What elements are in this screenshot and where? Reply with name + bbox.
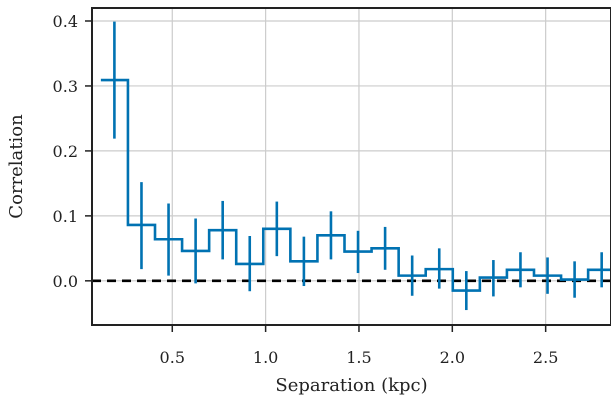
- series-step-line: [100, 78, 611, 292]
- x-tick-label: 2.0: [440, 348, 465, 367]
- ticks: 0.5 1.0 1.5 2.0 2.5 0.0 0.1 0.2 0.3 0.4: [53, 12, 559, 367]
- y-tick-label: 0.3: [53, 77, 78, 96]
- x-axis-label: Separation (kpc): [275, 375, 427, 396]
- x-tick-label: 2.5: [533, 348, 558, 367]
- x-tick-label: 0.5: [160, 348, 185, 367]
- y-tick-label: 0.4: [53, 12, 78, 31]
- y-axis-label: Correlation: [6, 114, 27, 219]
- grid: [92, 8, 611, 325]
- plot-frame: [91, 7, 611, 326]
- y-tick-label: 0.1: [53, 207, 78, 226]
- y-tick-label: 0.0: [53, 272, 78, 291]
- series-layer: [100, 21, 611, 311]
- y-tick-label: 0.2: [53, 142, 78, 161]
- x-tick-label: 1.0: [253, 348, 278, 367]
- x-tick-label: 1.5: [346, 348, 371, 367]
